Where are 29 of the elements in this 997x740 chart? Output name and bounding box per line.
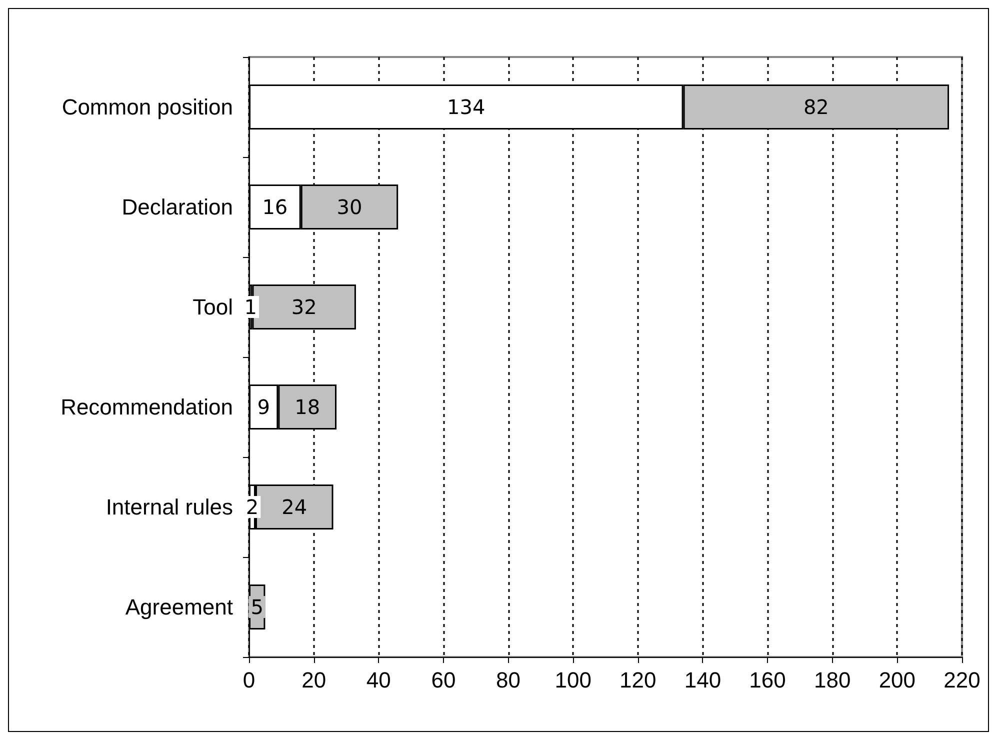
x-tick-label: 60 bbox=[431, 668, 456, 692]
y-tick-label: Internal rules bbox=[106, 494, 233, 520]
x-tick-label: 100 bbox=[554, 668, 592, 692]
x-tick-label: 140 bbox=[684, 668, 722, 692]
x-tick-label: 20 bbox=[302, 668, 326, 692]
data-label: 1 bbox=[244, 295, 257, 319]
x-tick-label: 40 bbox=[366, 668, 391, 692]
data-label: 16 bbox=[262, 195, 288, 219]
x-tick-label: 200 bbox=[878, 668, 916, 692]
x-tick-label: 120 bbox=[620, 668, 656, 692]
y-tick-label: Declaration bbox=[122, 194, 233, 220]
data-label: 24 bbox=[282, 495, 308, 519]
x-tick-label: 220 bbox=[944, 668, 980, 692]
x-tick-label: 0 bbox=[242, 668, 256, 692]
x-tick-label: 80 bbox=[496, 668, 521, 692]
y-tick-label: Agreement bbox=[125, 594, 233, 620]
data-label: 5 bbox=[250, 595, 264, 619]
y-tick-label: Common position bbox=[62, 94, 233, 120]
y-tick-label: Tool bbox=[192, 294, 233, 320]
data-label: 18 bbox=[294, 395, 320, 419]
data-label: 32 bbox=[291, 295, 317, 319]
y-tick-label: Recommendation bbox=[60, 394, 233, 420]
x-tick-label: 160 bbox=[749, 668, 786, 692]
data-label: 2 bbox=[246, 495, 259, 519]
data-label: 134 bbox=[447, 95, 486, 119]
data-label: 9 bbox=[257, 395, 270, 419]
data-label: 30 bbox=[336, 195, 362, 219]
x-tick-label: 180 bbox=[814, 668, 851, 692]
data-label: 82 bbox=[803, 95, 829, 119]
